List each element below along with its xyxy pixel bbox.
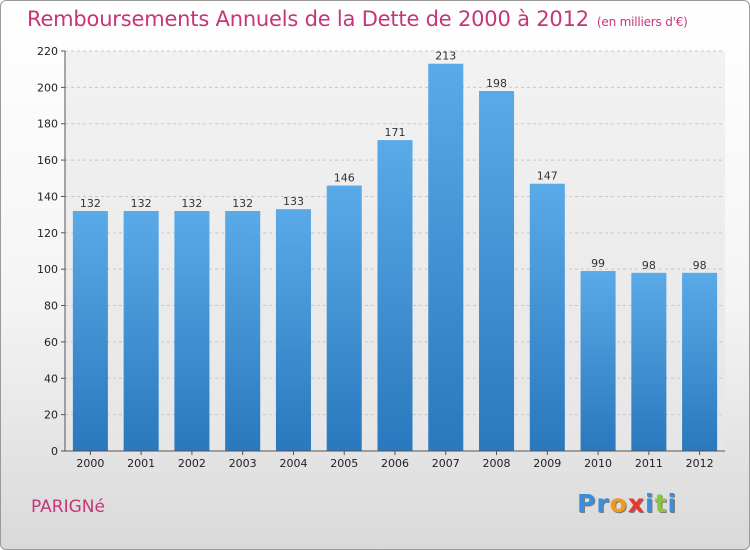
y-tick-label: 40 (44, 372, 58, 385)
x-tick-label: 2009 (533, 457, 561, 470)
value-label: 133 (283, 195, 304, 208)
bar-2007 (428, 63, 464, 452)
logo-letter: o (609, 489, 628, 518)
x-tick-label: 2003 (229, 457, 257, 470)
y-tick-label: 0 (51, 445, 58, 458)
logo-letter: i (645, 489, 655, 518)
bar-2004 (275, 209, 311, 451)
logo-letter: x (627, 489, 645, 518)
y-tick-label: 220 (37, 45, 58, 58)
y-tick-label: 160 (37, 154, 58, 167)
x-tick-label: 2012 (686, 457, 714, 470)
y-tick-label: 120 (37, 227, 58, 240)
bar-2012 (682, 272, 718, 451)
bar-2002 (174, 211, 210, 451)
value-labels: 132 132 132 132 133 146 171 213 198 147 99 98 98 (80, 50, 707, 272)
value-label: 98 (642, 259, 656, 272)
bar-2003 (225, 211, 261, 451)
x-axis: 2000 2001 2002 2003 2004 2005 2006 2007 2008 2009… (65, 450, 725, 470)
logo-letter: r (596, 489, 610, 518)
logo-letter: P (577, 489, 597, 518)
value-label: 146 (334, 172, 355, 185)
x-tick-label: 2008 (483, 457, 511, 470)
value-label: 132 (80, 197, 101, 210)
x-tick-label: 2005 (330, 457, 358, 470)
y-axis: 0 20 40 60 80 100 120 140 160 180 200 220 (37, 45, 66, 458)
value-label: 132 (232, 197, 253, 210)
bar-2011 (631, 272, 667, 451)
x-tick-label: 2000 (76, 457, 104, 470)
y-tick-label: 140 (37, 190, 58, 203)
value-label: 132 (131, 197, 152, 210)
x-tick-label: 2002 (178, 457, 206, 470)
bar-2001 (123, 211, 159, 451)
bar-2008 (479, 91, 515, 451)
x-tick-label: 2006 (381, 457, 409, 470)
value-label: 147 (537, 170, 558, 183)
bar-2010 (580, 271, 616, 451)
chart-title: Remboursements Annuels de la Dette de 20… (27, 7, 688, 31)
y-tick-label: 20 (44, 409, 58, 422)
bar-2000 (72, 211, 108, 451)
y-tick-label: 60 (44, 336, 58, 349)
value-label: 99 (591, 257, 605, 270)
chart-title-text: Remboursements Annuels de la Dette de 20… (27, 7, 589, 31)
chart-unit: (en milliers d'€) (596, 15, 688, 29)
logo-letter: i (667, 489, 678, 518)
value-label: 213 (435, 50, 456, 63)
value-label: 98 (693, 259, 707, 272)
y-tick-label: 100 (37, 263, 58, 276)
logo-letter: t (654, 489, 668, 518)
y-tick-label: 200 (37, 81, 58, 94)
x-tick-label: 2001 (127, 457, 155, 470)
x-tick-label: 2004 (279, 457, 307, 470)
x-tick-label: 2010 (584, 457, 612, 470)
value-label: 132 (181, 197, 202, 210)
commune-name: PARIGNé (31, 497, 105, 517)
bar-2006 (377, 140, 413, 451)
x-tick-label: 2011 (635, 457, 663, 470)
x-tick-label: 2007 (432, 457, 460, 470)
y-tick-label: 80 (44, 300, 58, 313)
value-label: 198 (486, 77, 507, 90)
proxiti-logo: Proxiti (577, 489, 677, 518)
value-label: 171 (385, 126, 406, 139)
bar-2009 (529, 183, 565, 451)
y-tick-label: 180 (37, 118, 58, 131)
bar-2005 (326, 185, 362, 451)
bars (72, 63, 718, 452)
